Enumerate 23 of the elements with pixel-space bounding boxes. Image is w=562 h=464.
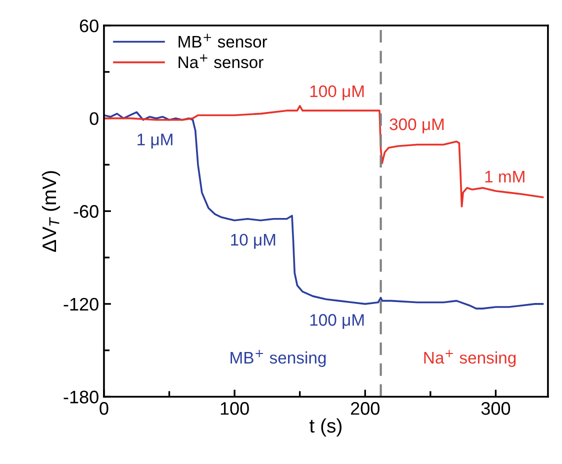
x-tick-label: 100 [220,402,249,415]
annotation: 1 μM [138,134,172,148]
line-series [104,111,544,310]
x-tick-label: 0 [100,402,108,415]
y-tick-label: -120 [64,298,98,311]
annotation: 300 μM [390,118,444,134]
line-series [104,105,544,208]
legend-label: MB$^{+}$ sensor [178,34,268,48]
y-tick-label: 0 [90,112,98,126]
x-axis-title: t (s) [310,418,342,437]
y-tick-label: 60 [80,19,98,32]
legend-label: Na$^{+}$ sensor [178,54,264,68]
y-tick-label: -60 [74,205,98,218]
annotation: 10 μM [231,234,276,249]
annotation: 100 μM [310,85,364,100]
annotation: 1 mM [485,170,524,182]
annotation: Na$^{+}$ sensing [424,350,516,367]
x-tick-label: 200 [350,402,380,415]
x-tick-label: 300 [481,402,510,415]
y-tick-label: -180 [64,390,98,404]
y-axis-title: ΔV$_{T}$ (mV) [42,171,60,252]
annotation: 100 μM [310,314,364,329]
annotation: MB$^{+}$ sensing [230,350,326,367]
